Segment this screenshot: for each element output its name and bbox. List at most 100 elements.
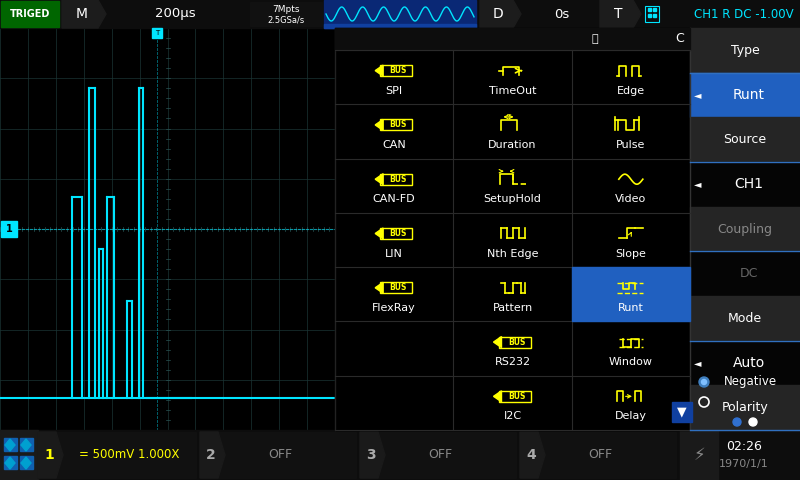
Bar — [690, 162, 800, 207]
Circle shape — [699, 377, 709, 387]
Text: ◄: ◄ — [694, 90, 702, 100]
Bar — [200, 432, 356, 478]
Bar — [572, 267, 690, 322]
Bar — [690, 296, 800, 341]
Bar — [0, 430, 800, 480]
Polygon shape — [38, 432, 63, 478]
Bar — [360, 432, 516, 478]
Text: Pulse: Pulse — [616, 140, 646, 150]
Bar — [690, 117, 800, 162]
Polygon shape — [5, 439, 15, 451]
Text: 1: 1 — [6, 224, 12, 234]
Bar — [690, 385, 800, 430]
Bar — [653, 8, 656, 11]
Polygon shape — [5, 457, 15, 469]
Text: BUS: BUS — [390, 229, 407, 238]
Polygon shape — [375, 65, 383, 76]
Text: Window: Window — [609, 357, 653, 367]
Bar — [648, 8, 651, 11]
Bar — [380, 174, 412, 185]
Text: Type: Type — [730, 44, 759, 57]
Text: BUS: BUS — [390, 283, 407, 292]
Bar — [690, 28, 800, 72]
Polygon shape — [21, 457, 31, 469]
Bar — [4, 438, 17, 451]
Bar — [1, 1, 59, 27]
Bar — [520, 432, 676, 478]
Text: Runt: Runt — [733, 88, 765, 102]
Text: 0s: 0s — [554, 8, 570, 21]
Circle shape — [733, 418, 741, 426]
Text: FlexRay: FlexRay — [372, 303, 416, 313]
Text: 7Mpts: 7Mpts — [272, 5, 300, 14]
Text: 2: 2 — [206, 448, 216, 462]
Bar — [380, 282, 412, 293]
Text: 3: 3 — [366, 448, 376, 462]
Text: M: M — [76, 7, 88, 21]
Text: SPI: SPI — [386, 86, 402, 96]
Bar — [324, 0, 476, 28]
Bar — [645, 6, 659, 22]
Circle shape — [749, 418, 757, 426]
Text: 1: 1 — [44, 448, 54, 462]
Bar — [653, 14, 656, 17]
Polygon shape — [520, 432, 545, 478]
Text: 200μs: 200μs — [154, 8, 195, 21]
Text: CAN: CAN — [382, 140, 406, 150]
Text: D: D — [493, 7, 503, 21]
Text: RS232: RS232 — [494, 357, 530, 367]
Bar — [690, 72, 800, 117]
Bar — [648, 14, 651, 17]
Text: DC: DC — [740, 267, 758, 280]
Text: OFF: OFF — [428, 448, 452, 461]
Bar — [672, 402, 692, 422]
Circle shape — [702, 380, 706, 384]
Polygon shape — [375, 228, 383, 239]
Polygon shape — [375, 120, 383, 131]
Polygon shape — [494, 391, 502, 402]
Text: Pattern: Pattern — [492, 303, 533, 313]
Bar — [680, 430, 800, 480]
Polygon shape — [360, 432, 385, 478]
Text: BUS: BUS — [508, 392, 525, 401]
Text: TRIGED: TRIGED — [10, 9, 50, 19]
Text: Auto: Auto — [733, 356, 765, 370]
Text: Delay: Delay — [615, 411, 647, 421]
Text: Edge: Edge — [617, 86, 645, 96]
Text: 📌: 📌 — [592, 34, 598, 44]
Bar — [0, 28, 335, 430]
Polygon shape — [375, 282, 383, 293]
Text: I2C: I2C — [503, 411, 522, 421]
Text: Negative: Negative — [723, 375, 777, 388]
Bar — [1, 221, 17, 237]
Bar — [0, 0, 800, 28]
Bar — [380, 228, 412, 239]
Text: CAN-FD: CAN-FD — [373, 194, 415, 204]
Text: OFF: OFF — [268, 448, 292, 461]
Text: Video: Video — [615, 194, 646, 204]
Text: Mode: Mode — [728, 312, 762, 325]
Bar — [4, 456, 17, 469]
Bar — [20, 456, 33, 469]
Bar — [690, 341, 800, 385]
Text: T: T — [155, 30, 159, 36]
Text: 2.5GSa/s: 2.5GSa/s — [267, 15, 305, 24]
Bar — [380, 65, 412, 76]
Bar — [690, 207, 800, 252]
Bar — [38, 432, 196, 478]
Text: CH1: CH1 — [734, 177, 763, 192]
Text: Coupling: Coupling — [718, 223, 773, 236]
Bar — [20, 438, 33, 451]
Text: CH1 R DC -1.00V: CH1 R DC -1.00V — [694, 8, 794, 21]
Text: LIN: LIN — [386, 249, 403, 259]
Bar — [153, 28, 162, 38]
Polygon shape — [62, 0, 106, 28]
Text: 1970/1/1: 1970/1/1 — [719, 459, 769, 469]
Polygon shape — [600, 0, 641, 28]
Bar — [335, 28, 690, 430]
Bar — [380, 120, 412, 131]
Text: 4: 4 — [526, 448, 536, 462]
Text: BUS: BUS — [390, 120, 407, 130]
Text: Runt: Runt — [618, 303, 644, 313]
Polygon shape — [375, 174, 383, 185]
